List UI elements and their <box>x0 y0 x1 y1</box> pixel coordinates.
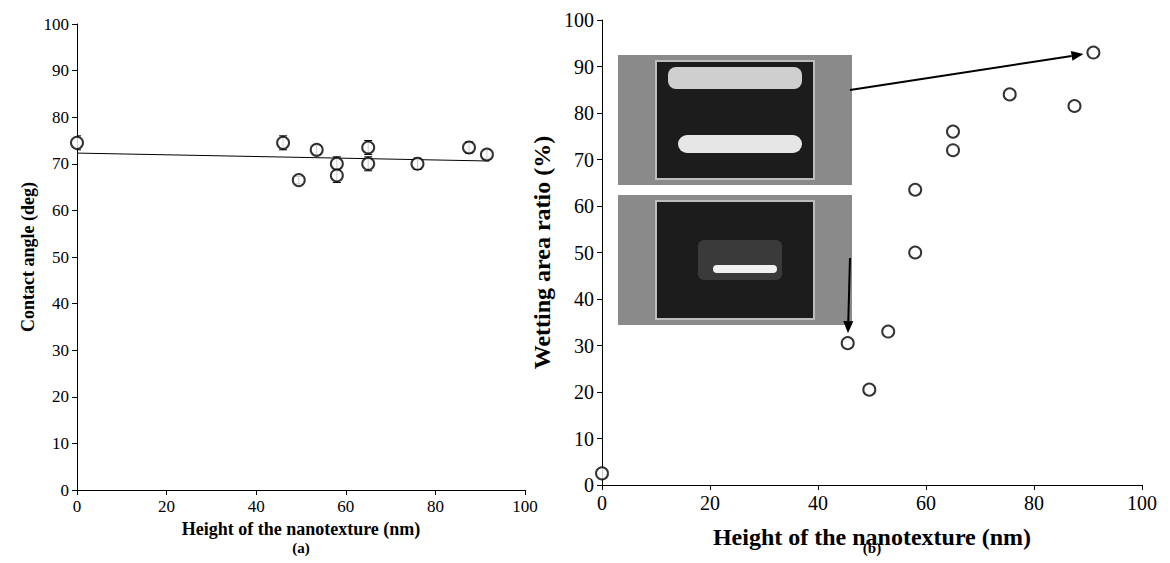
svg-text:60: 60 <box>916 492 936 514</box>
svg-text:100: 100 <box>564 9 594 31</box>
svg-text:50: 50 <box>52 248 69 267</box>
svg-text:100: 100 <box>512 497 538 516</box>
svg-text:80: 80 <box>574 102 594 124</box>
svg-text:60: 60 <box>574 195 594 217</box>
svg-text:0: 0 <box>597 492 607 514</box>
svg-text:60: 60 <box>52 201 69 220</box>
svg-text:30: 30 <box>574 335 594 357</box>
svg-text:(a): (a) <box>292 540 310 557</box>
svg-text:40: 40 <box>808 492 828 514</box>
svg-text:90: 90 <box>574 56 594 78</box>
svg-text:10: 10 <box>574 428 594 450</box>
svg-text:Wetting area ratio (%): Wetting area ratio (%) <box>529 136 555 370</box>
svg-text:90: 90 <box>52 61 69 80</box>
svg-text:Contact angle (deg): Contact angle (deg) <box>18 182 39 332</box>
svg-text:80: 80 <box>1024 492 1044 514</box>
svg-text:70: 70 <box>574 149 594 171</box>
svg-text:100: 100 <box>44 15 70 34</box>
svg-text:30: 30 <box>52 341 69 360</box>
svg-text:20: 20 <box>52 387 69 406</box>
svg-text:Height of the nanotexture (nm): Height of the nanotexture (nm) <box>713 524 1031 550</box>
svg-text:20: 20 <box>574 381 594 403</box>
svg-text:60: 60 <box>337 497 354 516</box>
svg-text:50: 50 <box>574 242 594 264</box>
svg-text:20: 20 <box>158 497 175 516</box>
svg-text:40: 40 <box>574 288 594 310</box>
svg-text:0: 0 <box>61 481 70 500</box>
svg-text:100: 100 <box>1127 492 1157 514</box>
svg-text:0: 0 <box>584 474 594 496</box>
svg-text:Height of the nanotexture (nm): Height of the nanotexture (nm) <box>182 519 421 540</box>
svg-text:20: 20 <box>700 492 720 514</box>
svg-text:80: 80 <box>427 497 444 516</box>
svg-text:80: 80 <box>52 108 69 127</box>
svg-text:10: 10 <box>52 434 69 453</box>
svg-text:0: 0 <box>73 497 82 516</box>
svg-text:40: 40 <box>52 294 69 313</box>
svg-text:40: 40 <box>248 497 265 516</box>
svg-text:70: 70 <box>52 154 69 173</box>
